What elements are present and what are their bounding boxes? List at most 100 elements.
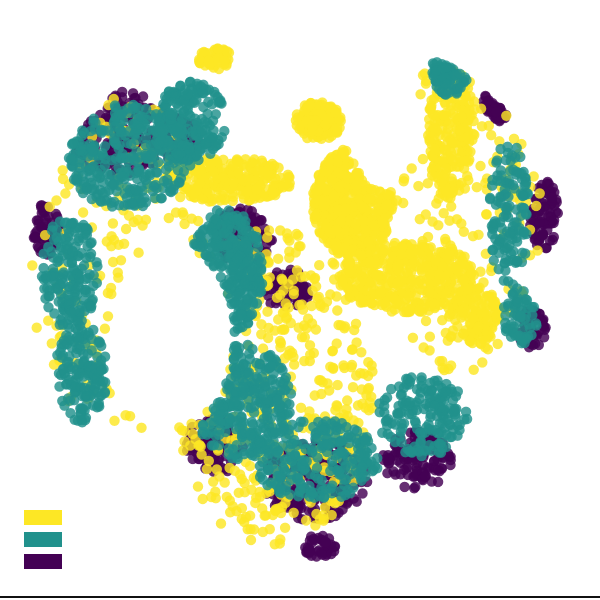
scatter-point bbox=[355, 276, 366, 288]
scatter-point bbox=[413, 180, 424, 192]
scatter-point bbox=[198, 420, 209, 431]
scatter-point bbox=[473, 321, 484, 332]
scatter-point bbox=[399, 306, 410, 318]
scatter-point bbox=[333, 319, 344, 331]
scatter-point bbox=[69, 226, 81, 237]
scatter-point bbox=[309, 390, 320, 401]
scatter-point bbox=[244, 510, 256, 521]
scatter-point bbox=[223, 205, 234, 216]
scatter-point bbox=[386, 306, 397, 317]
scatter-point bbox=[43, 241, 54, 253]
scatter-point bbox=[186, 213, 197, 224]
scatter-point bbox=[251, 298, 263, 309]
scatter-point bbox=[364, 257, 375, 268]
scatter-point bbox=[65, 154, 77, 165]
scatter-point bbox=[416, 257, 428, 269]
scatter-point bbox=[306, 300, 317, 312]
scatter-point bbox=[427, 216, 438, 227]
scatter-point bbox=[461, 132, 473, 143]
scatter-point bbox=[254, 486, 265, 498]
scatter-point bbox=[417, 153, 429, 165]
scatter-point bbox=[348, 158, 359, 169]
scatter-point bbox=[348, 200, 360, 212]
scatter-point bbox=[312, 293, 323, 304]
scatter-point bbox=[251, 231, 262, 243]
scatter-point bbox=[198, 88, 209, 99]
scatter-point bbox=[228, 261, 240, 272]
scatter-point bbox=[475, 160, 486, 172]
scatter-point bbox=[236, 412, 247, 423]
scatter-point bbox=[27, 260, 38, 271]
scatter-point bbox=[60, 188, 71, 199]
scatter-point bbox=[424, 331, 436, 342]
scatter-point bbox=[308, 347, 319, 359]
scatter-point bbox=[452, 321, 463, 332]
scatter-point bbox=[259, 376, 270, 388]
scatter-point bbox=[208, 476, 219, 487]
scatter-point bbox=[283, 380, 294, 392]
scatter-point bbox=[483, 120, 494, 131]
scatter-point bbox=[542, 176, 553, 188]
scatter-point bbox=[215, 416, 227, 427]
scatter-point bbox=[424, 269, 436, 280]
scatter-point bbox=[72, 316, 84, 328]
scatter-point bbox=[392, 261, 403, 272]
scatter-point bbox=[403, 291, 415, 302]
scatter-point bbox=[251, 184, 262, 195]
scatter-point bbox=[356, 347, 367, 358]
scatter-point bbox=[224, 413, 236, 424]
scatter-point bbox=[366, 183, 377, 195]
scatter-point bbox=[275, 289, 286, 300]
scatter-point bbox=[80, 161, 92, 172]
scatter-point bbox=[357, 202, 369, 213]
scatter-point bbox=[344, 257, 356, 269]
scatter-point bbox=[243, 367, 255, 378]
scatter-point bbox=[430, 465, 441, 476]
scatter-point bbox=[192, 231, 204, 242]
scatter-point bbox=[257, 526, 269, 538]
scatter-point bbox=[367, 366, 378, 377]
scatter-point bbox=[230, 370, 241, 382]
scatter-point bbox=[212, 43, 223, 54]
scatter-point bbox=[248, 407, 260, 418]
scatter-point bbox=[456, 111, 467, 122]
scatter-point bbox=[306, 318, 318, 329]
scatter-point bbox=[413, 305, 425, 316]
scatter-point bbox=[454, 125, 465, 136]
scatter-point bbox=[187, 453, 198, 465]
scatter-point bbox=[491, 301, 502, 313]
scatter-point bbox=[247, 344, 258, 355]
scatter-point bbox=[137, 91, 149, 102]
scatter-point bbox=[79, 382, 90, 394]
scatter-point bbox=[486, 291, 497, 302]
scatter-point bbox=[547, 234, 558, 246]
scatter-point bbox=[93, 337, 104, 348]
scatter-point bbox=[156, 193, 167, 204]
scatter-point bbox=[459, 260, 471, 271]
scatter-point bbox=[415, 89, 426, 100]
scatter-point bbox=[99, 388, 110, 399]
scatter-point bbox=[366, 402, 378, 414]
scatter-point bbox=[173, 177, 185, 188]
series-1 bbox=[36, 57, 542, 503]
scatter-point bbox=[344, 267, 356, 278]
scatter-point bbox=[130, 101, 141, 113]
scatter-point bbox=[108, 179, 119, 190]
scatter-point bbox=[531, 200, 542, 212]
scatter-point bbox=[75, 145, 86, 156]
scatter-point bbox=[93, 397, 105, 409]
scatter-point bbox=[81, 230, 93, 241]
scatter-point bbox=[350, 218, 361, 229]
scatter-point bbox=[96, 364, 107, 376]
scatter-point bbox=[91, 277, 103, 289]
scatter-point bbox=[414, 248, 425, 259]
scatter-point bbox=[82, 391, 93, 402]
scatter-point bbox=[329, 274, 340, 285]
scatter-point bbox=[340, 203, 351, 214]
scatter-point bbox=[43, 302, 54, 313]
scatter-point bbox=[140, 103, 152, 115]
scatter-point bbox=[245, 429, 257, 440]
scatter-point bbox=[422, 178, 433, 189]
scatter-point bbox=[464, 335, 475, 347]
scatter-point bbox=[468, 364, 479, 375]
